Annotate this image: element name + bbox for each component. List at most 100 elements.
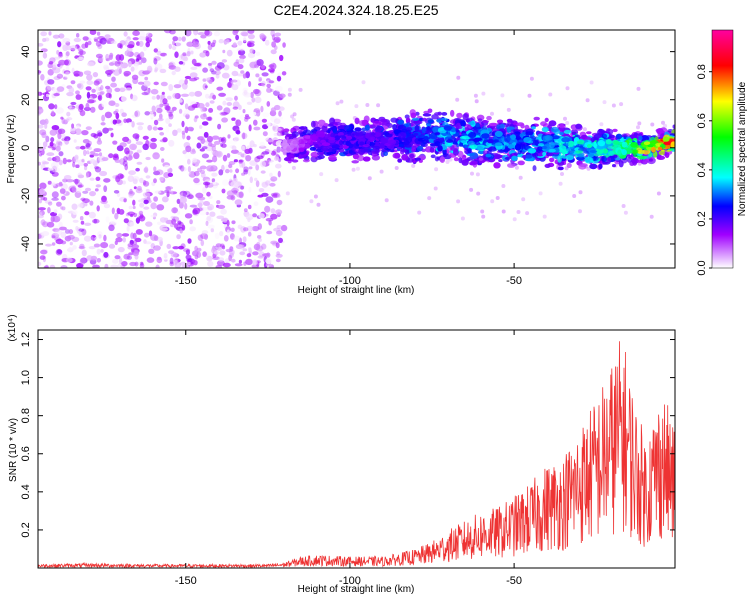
spectrogram-cell	[174, 93, 181, 99]
spectrogram-cell	[184, 126, 189, 134]
spectrogram-cell	[114, 240, 118, 245]
spectrogram-cell	[560, 172, 564, 176]
spectrogram-cell	[507, 163, 516, 168]
spectrogram-cell	[128, 191, 135, 196]
spectrogram-cell	[642, 158, 649, 164]
spectrogram-cell	[257, 223, 262, 230]
spectrogram-cell	[66, 159, 72, 163]
spectrogram-cell	[105, 216, 110, 223]
spectrogram-cell	[380, 137, 389, 144]
spectrogram-cell	[206, 191, 211, 197]
spectrogram-cell	[558, 181, 563, 186]
spectrogram-cell	[258, 78, 262, 82]
spectrogram-cell	[252, 259, 258, 266]
spectrogram-cell	[123, 31, 128, 37]
spectrogram-cell	[258, 82, 266, 86]
spectrogram-cell	[95, 184, 102, 188]
snr-y-ticks: 0.2 0.4 0.6 0.8 1.0 1.2	[20, 332, 675, 538]
spectrogram-cell	[253, 243, 261, 251]
spectrogram-cell	[123, 198, 127, 203]
spectrogram-cell	[276, 193, 281, 198]
spectrogram-cell	[355, 131, 364, 137]
spectrogram-cell	[575, 150, 584, 154]
spectrogram-cell	[133, 95, 138, 101]
spectrogram-cell	[77, 203, 86, 208]
spectrogram-cell	[258, 188, 265, 193]
spectrogram-cell	[95, 85, 100, 92]
spectrogram-cell	[90, 106, 96, 113]
spectrogram-cell	[228, 163, 233, 169]
spectrogram-cell	[110, 264, 119, 268]
spectrogram-cell	[354, 104, 359, 109]
spectrogram-cell	[45, 93, 50, 98]
spectrogram-cell	[211, 70, 217, 75]
spectrogram-cell	[246, 101, 253, 106]
spectrogram-cell	[661, 120, 665, 125]
spectrogram-cell	[445, 160, 450, 164]
spectrogram-cell	[86, 71, 91, 77]
spectrogram-cell	[619, 102, 624, 107]
spectrogram-cell	[226, 229, 231, 236]
spectrogram-cell	[163, 252, 168, 259]
spectrogram-cell	[96, 248, 101, 255]
spectrogram-cell	[82, 198, 90, 204]
spectrogram-cell	[202, 251, 207, 257]
spectrogram-cell	[128, 170, 137, 176]
spectrogram-cell	[172, 216, 180, 222]
spectrogram-cell	[218, 169, 224, 176]
spectrogram-cell	[166, 243, 172, 249]
spectrogram-cell	[192, 209, 198, 215]
spectrogram-cell	[221, 117, 229, 123]
spectrogram-cell	[513, 152, 519, 156]
spectrogram-cell	[364, 124, 370, 131]
spectrogram-cell	[220, 208, 227, 215]
spectrogram-cell	[548, 92, 553, 97]
colorbar-ticks: 0.0 0.2 0.4 0.6 0.8	[696, 64, 712, 276]
spectrogram-cell	[455, 125, 463, 130]
spectrogram-cell	[79, 216, 84, 221]
spectrogram-cell	[44, 37, 50, 42]
spectrogram-cell	[232, 187, 237, 195]
spectrogram-cell	[282, 42, 286, 48]
spectrogram-cell	[209, 164, 217, 171]
spectrogram-cell	[104, 111, 113, 119]
spectrogram-cell	[229, 169, 233, 173]
spectrogram-cell	[544, 135, 553, 141]
spectrogram-cell	[182, 56, 189, 62]
spectrogram-cell	[85, 86, 92, 91]
spectrogram-cell	[216, 62, 225, 69]
spectrogram-cell	[232, 106, 239, 110]
spectrogram-cell	[216, 247, 223, 251]
spectrogram-cell	[253, 126, 261, 131]
spectrogram-cell	[270, 115, 278, 123]
spectrogram-cell	[156, 50, 162, 56]
spectrogram-cell	[43, 197, 48, 201]
spectrogram-cell	[70, 45, 78, 51]
spectrogram-cell	[176, 128, 182, 133]
spectrogram-cell	[99, 170, 108, 177]
spectrogram-cell	[152, 152, 160, 160]
spectrogram-cell	[225, 39, 230, 44]
spectrogram-cell	[274, 156, 280, 161]
spectrogram-cell	[144, 232, 150, 238]
spectrogram-cell	[174, 66, 181, 72]
spectrogram-cell	[101, 114, 105, 122]
colorbar-label: Normalized spectral amplitude	[737, 81, 748, 216]
spectrogram-cell	[147, 124, 153, 131]
spectrogram-cell	[38, 161, 41, 166]
spectrogram-cell	[86, 80, 94, 86]
spectrogram-cell	[79, 243, 85, 249]
spectrogram-cell	[601, 133, 608, 139]
spectrogram-cell	[108, 243, 116, 249]
spectrogram-cell	[268, 160, 274, 166]
colorbar-tick-label: 0.2	[696, 211, 708, 226]
spectrogram-cell	[481, 91, 486, 96]
spectrogram-cell	[122, 180, 126, 185]
spectrogram-cell	[47, 201, 53, 206]
spectrogram-cell	[626, 157, 632, 163]
x-tick-label: -50	[506, 575, 522, 587]
spectrogram-cell	[139, 177, 144, 184]
spectrogram-y-ticks: -40 -20 0 20 40	[20, 46, 675, 252]
spectrogram-cell	[273, 132, 279, 137]
spectrogram-cell	[424, 139, 430, 144]
